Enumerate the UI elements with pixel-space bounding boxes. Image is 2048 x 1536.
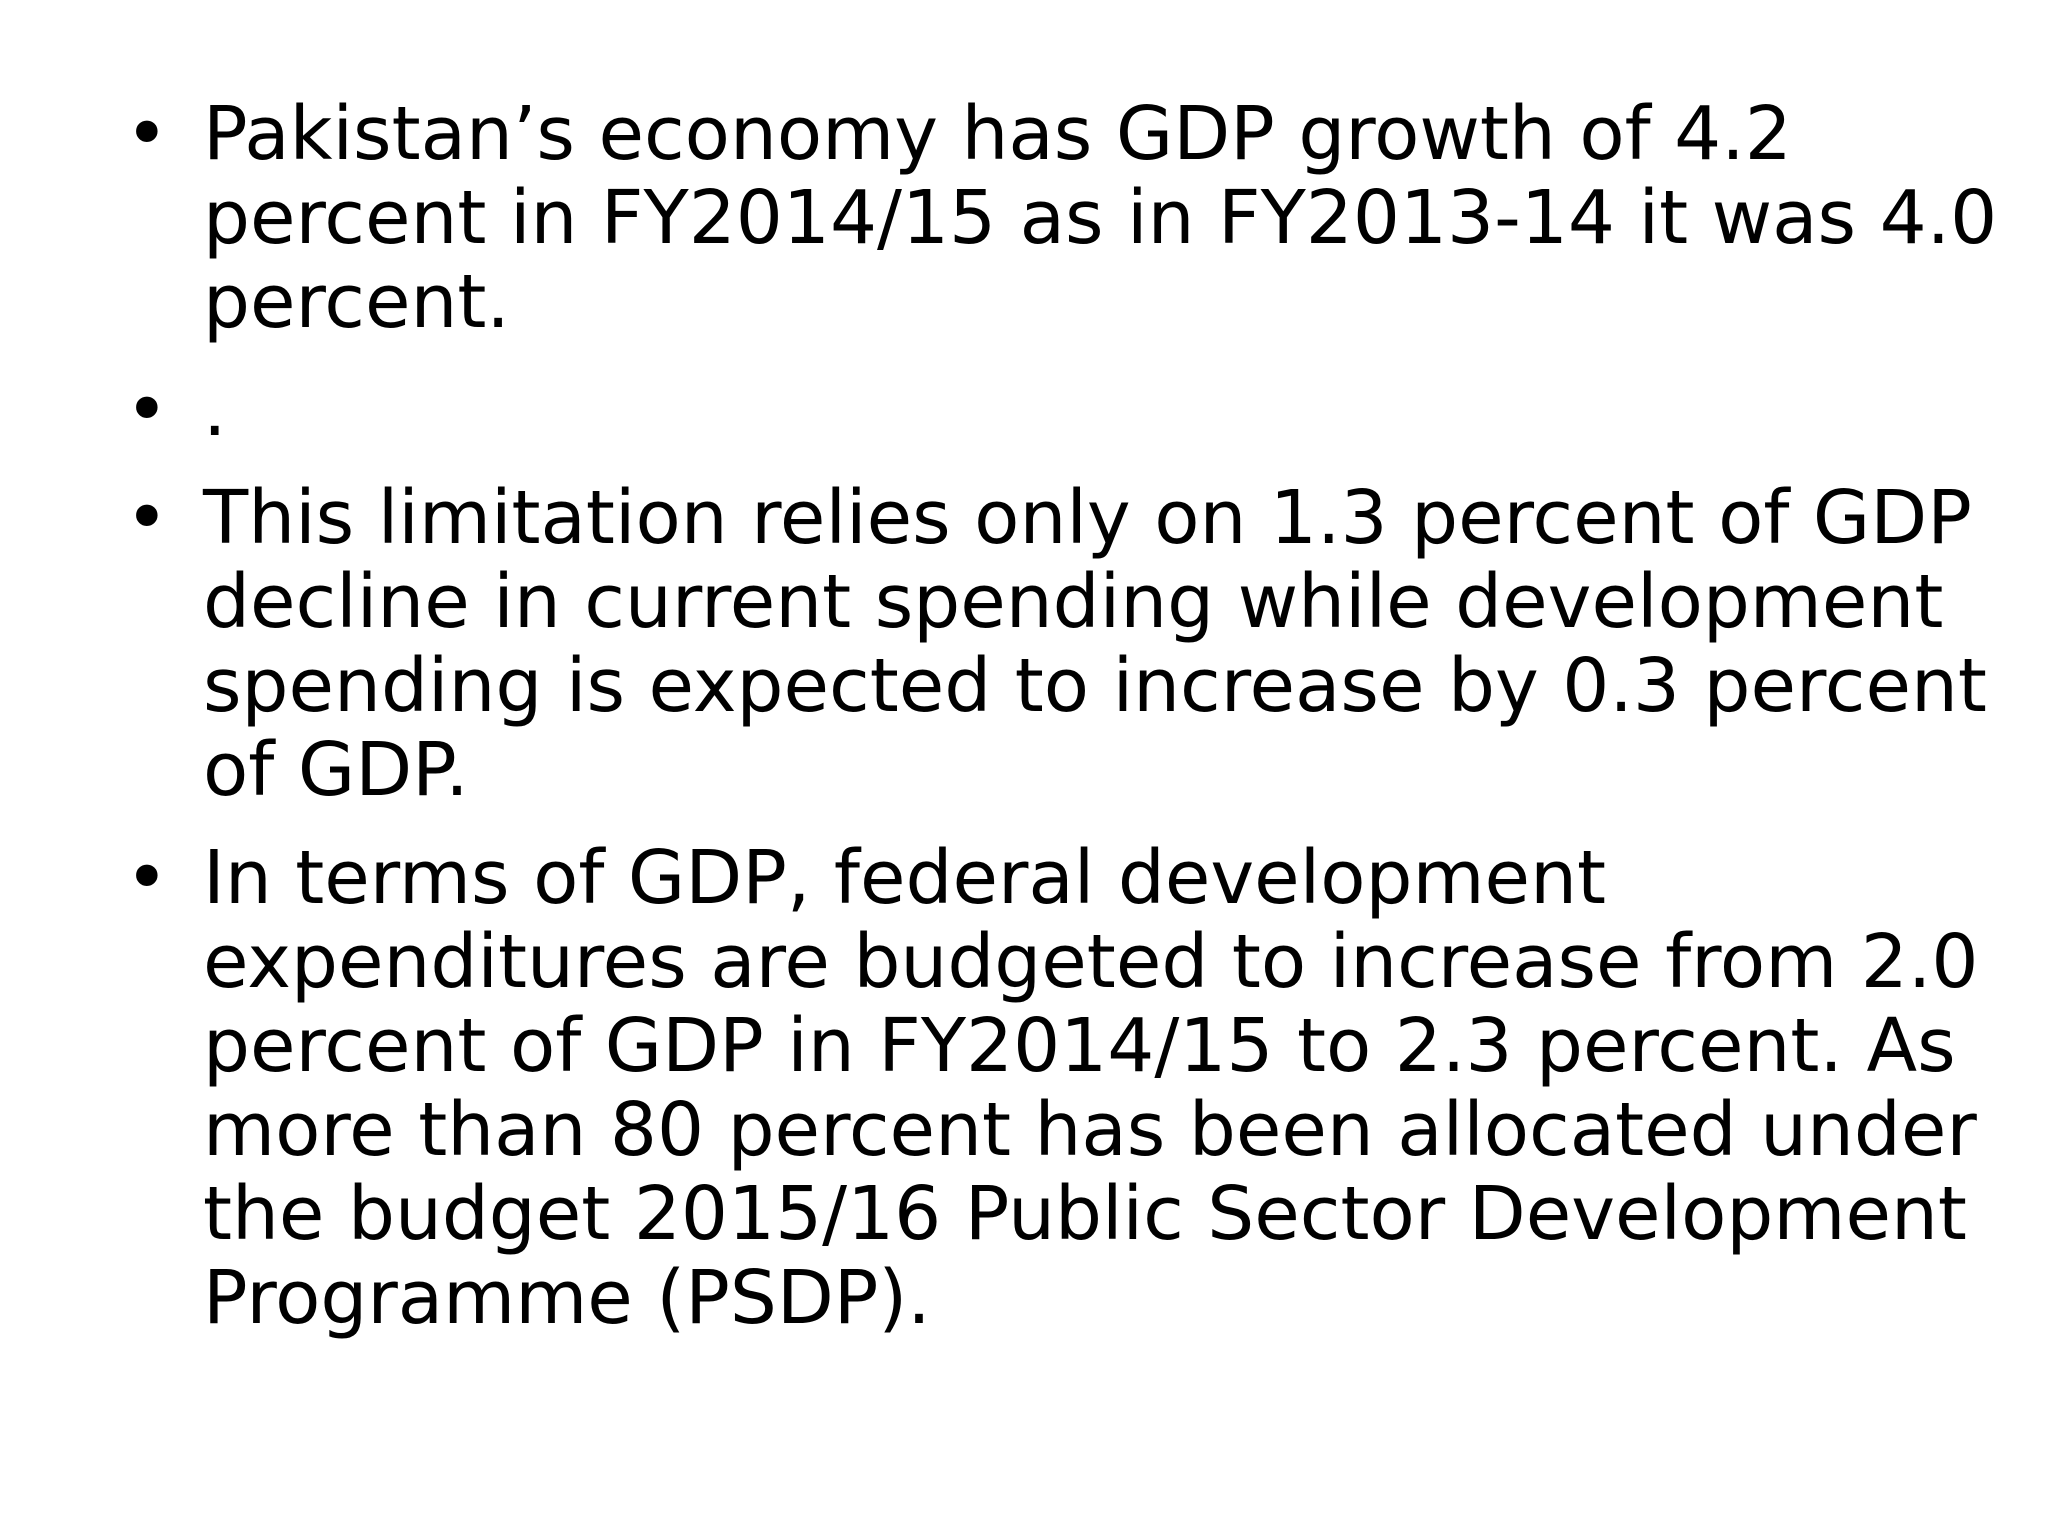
bullet-line: expenditures are budgeted to increase fr… xyxy=(203,919,1979,1005)
bullet-line: In terms of GDP, federal development xyxy=(203,835,1607,921)
bullet-line: percent in FY2014/15 as in FY2013-14 it … xyxy=(203,175,1998,261)
bullet-item-empty: • . xyxy=(125,368,2005,452)
bullet-line: the budget 2015/16 Public Sector Develop… xyxy=(203,1171,1967,1257)
bullet-mark: • xyxy=(125,835,169,921)
bullet-item-development-expenditures: • In terms of GDP, federal development e… xyxy=(125,836,2005,1340)
bullet-text: This limitation relies only on 1.3 perce… xyxy=(203,476,2005,812)
bullet-item-gdp-growth: • Pakistan’s economy has GDP growth of 4… xyxy=(125,92,2005,344)
bullet-item-spending-limitation: • This limitation relies only on 1.3 per… xyxy=(125,476,2005,812)
bullet-text: . xyxy=(203,368,2005,452)
bullet-line: Programme (PSDP). xyxy=(203,1255,931,1341)
bullet-mark: • xyxy=(125,475,169,561)
bullet-line: . xyxy=(203,367,227,453)
bullet-mark: • xyxy=(125,91,169,177)
bullet-text: In terms of GDP, federal development exp… xyxy=(203,836,2005,1340)
bullet-line: Pakistan’s economy has GDP growth of 4.2 xyxy=(203,91,1792,177)
bullet-text: Pakistan’s economy has GDP growth of 4.2… xyxy=(203,92,2005,344)
bullet-list: • Pakistan’s economy has GDP growth of 4… xyxy=(125,92,2005,1364)
bullet-line: percent. xyxy=(203,259,510,345)
bullet-line: of GDP. xyxy=(203,727,469,813)
bullet-line: more than 80 percent has been allocated … xyxy=(203,1087,1977,1173)
bullet-line: This limitation relies only on 1.3 perce… xyxy=(203,475,1972,561)
bullet-line: spending is expected to increase by 0.3 … xyxy=(203,643,1987,729)
bullet-mark: • xyxy=(125,367,169,453)
bullet-line: percent of GDP in FY2014/15 to 2.3 perce… xyxy=(203,1003,1956,1089)
bullet-line: decline in current spending while develo… xyxy=(203,559,1944,645)
